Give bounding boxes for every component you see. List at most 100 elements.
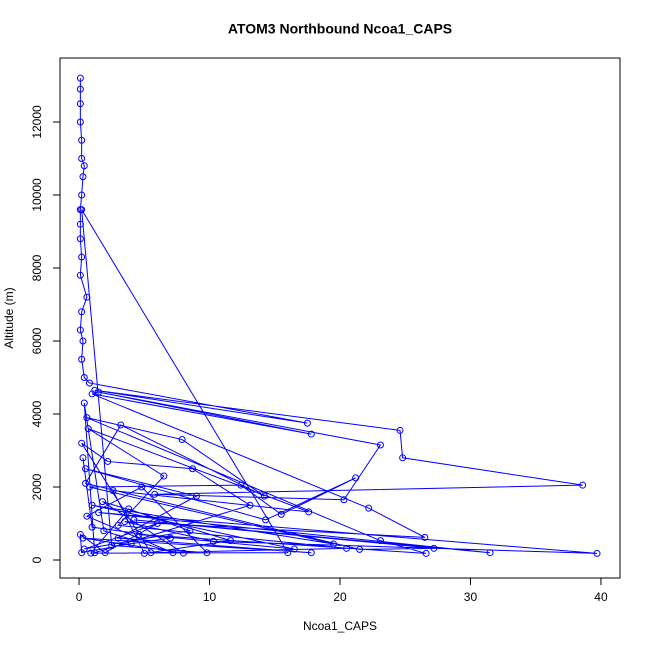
data-point — [179, 549, 187, 557]
data-point — [192, 492, 200, 500]
chart-title: ATOM3 Northbound Ncoa1_CAPS — [228, 21, 452, 37]
data-point — [486, 549, 494, 557]
data-point — [226, 537, 234, 545]
data-point — [307, 430, 315, 438]
data-point — [290, 545, 298, 553]
data-point — [178, 436, 186, 444]
data-point — [352, 474, 360, 482]
data-point — [579, 481, 587, 489]
data-point — [593, 549, 601, 557]
x-tick-label: 0 — [76, 590, 83, 604]
data-point — [88, 390, 96, 398]
data-point — [277, 510, 285, 518]
data-point — [186, 527, 194, 535]
data-point — [329, 540, 337, 548]
data-point — [121, 518, 129, 526]
data-point — [307, 549, 315, 557]
data-point — [95, 388, 103, 396]
x-tick-label: 20 — [333, 590, 347, 604]
data-point — [260, 492, 268, 500]
data-point — [76, 235, 84, 243]
data-point — [79, 337, 87, 345]
data-point — [83, 293, 91, 301]
data-point — [80, 399, 88, 407]
data-point — [78, 355, 86, 363]
data-point — [108, 541, 116, 549]
data-point — [76, 530, 84, 538]
data-point — [76, 220, 84, 228]
data-point — [78, 253, 86, 261]
data-point — [305, 508, 313, 516]
data-point — [82, 465, 90, 473]
data-point — [79, 173, 87, 181]
data-point — [135, 530, 143, 538]
data-point — [365, 504, 373, 512]
y-tick-label: 2000 — [30, 473, 44, 500]
data-point — [376, 441, 384, 449]
data-point — [76, 74, 84, 82]
y-tick-label: 6000 — [30, 327, 44, 354]
data-point — [101, 549, 109, 557]
data-point — [76, 271, 84, 279]
data-point — [421, 533, 429, 541]
data-point — [160, 472, 168, 480]
data-point — [88, 501, 96, 509]
y-tick-label: 10000 — [30, 178, 44, 212]
x-tick-label: 40 — [594, 590, 608, 604]
data-point — [151, 490, 159, 498]
data-point — [109, 487, 117, 495]
data-point — [114, 534, 122, 542]
data-point — [117, 421, 125, 429]
data-point — [78, 206, 86, 214]
data-point — [125, 505, 133, 513]
data-point — [376, 537, 384, 545]
data-point — [130, 516, 138, 524]
data-point — [209, 537, 217, 545]
data-point — [83, 414, 91, 422]
data-point — [100, 527, 108, 535]
data-point — [80, 162, 88, 170]
y-tick-label: 0 — [30, 556, 44, 563]
y-tick-label: 12000 — [30, 105, 44, 139]
x-axis-label: Ncoa1_CAPS — [303, 619, 377, 633]
y-tick-label: 8000 — [30, 254, 44, 281]
data-point — [99, 498, 107, 506]
data-point — [396, 426, 404, 434]
data-point — [399, 454, 407, 462]
data-point — [78, 136, 86, 144]
data-point — [140, 549, 148, 557]
data-point — [147, 549, 155, 557]
data-point — [87, 549, 95, 557]
data-point — [76, 118, 84, 126]
y-tick-label: 4000 — [30, 400, 44, 427]
data-point — [303, 419, 311, 427]
data-point — [237, 481, 245, 489]
data-point — [430, 544, 438, 552]
data-point — [91, 549, 99, 557]
data-point — [246, 501, 254, 509]
data-point — [88, 523, 96, 531]
data-point — [356, 545, 364, 553]
data-point — [85, 379, 93, 387]
x-tick-label: 10 — [203, 590, 217, 604]
data-point — [78, 439, 86, 447]
data-point — [284, 549, 292, 557]
data-point — [78, 154, 86, 162]
data-point — [76, 326, 84, 334]
data-point — [262, 516, 270, 524]
data-point — [340, 496, 348, 504]
data-point — [166, 534, 174, 542]
data-point — [169, 549, 177, 557]
data-point — [83, 512, 91, 520]
data-point — [127, 540, 135, 548]
data-point — [343, 544, 351, 552]
data-point — [79, 454, 87, 462]
data-point — [189, 465, 197, 473]
data-line — [79, 78, 598, 554]
data-point — [114, 521, 122, 529]
data-point — [203, 549, 211, 557]
data-point — [104, 457, 112, 465]
y-axis-label: Altitude (m) — [2, 287, 16, 348]
